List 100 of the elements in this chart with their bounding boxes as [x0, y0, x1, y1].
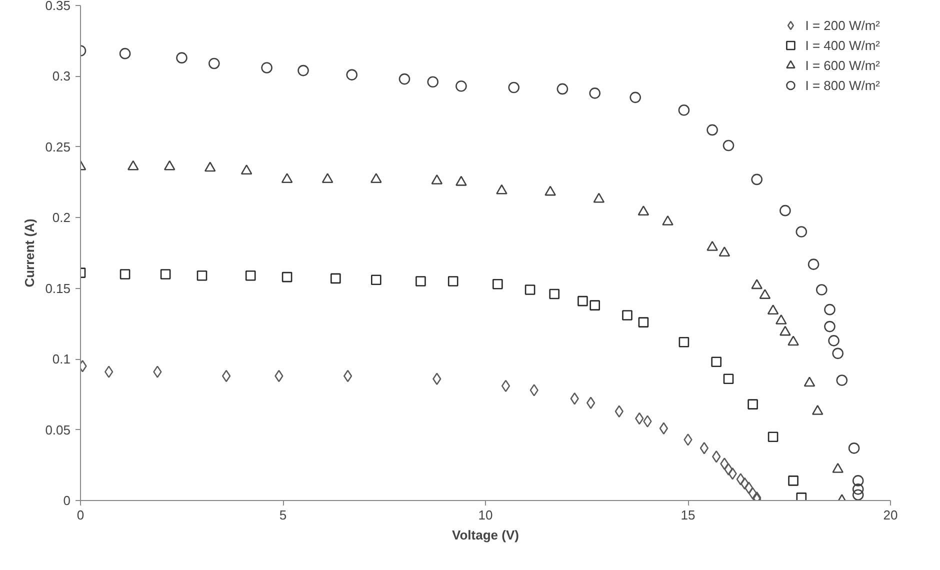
- point: [780, 204, 791, 216]
- y-tick-label: 0.15: [45, 280, 71, 296]
- point: [371, 274, 382, 286]
- point: [544, 186, 556, 196]
- point: [659, 422, 668, 435]
- point: [796, 226, 808, 238]
- point: [662, 215, 674, 226]
- point: [508, 82, 520, 94]
- point: [706, 124, 718, 136]
- point: [736, 473, 745, 486]
- x-tick-label: 10: [478, 508, 493, 522]
- legend-label: I = 400 W/m²: [805, 38, 880, 52]
- point: [751, 279, 762, 290]
- x-tick-label: 15: [680, 508, 696, 522]
- point: [589, 88, 600, 99]
- point: [812, 404, 824, 415]
- point: [330, 273, 341, 284]
- point: [431, 174, 443, 184]
- point: [549, 288, 560, 300]
- point: [712, 450, 721, 463]
- point: [751, 174, 762, 186]
- point: [832, 348, 844, 360]
- legend-label: I = 800 W/m²: [805, 78, 880, 92]
- point: [448, 276, 458, 286]
- point: [852, 489, 864, 500]
- x-tick-label: 20: [883, 508, 898, 522]
- point: [570, 392, 579, 405]
- y-tick-label: 0: [63, 493, 71, 508]
- point: [759, 289, 771, 299]
- point: [816, 284, 828, 296]
- y-tick-label: 0.1: [52, 352, 71, 367]
- point: [768, 432, 778, 442]
- point: [788, 476, 798, 486]
- y-axis-title: Current (A): [22, 218, 38, 288]
- point: [788, 336, 799, 346]
- point: [104, 366, 114, 378]
- point: [586, 396, 596, 410]
- point: [578, 296, 588, 306]
- point: [261, 62, 272, 74]
- point: [456, 80, 467, 92]
- point: [700, 442, 709, 454]
- y-tick-label: 0.2: [52, 210, 71, 226]
- point: [824, 320, 836, 332]
- x-tick-label: 5: [279, 508, 287, 522]
- point: [416, 276, 426, 286]
- point: [590, 300, 600, 310]
- legend-label: I = 200 W/m²: [805, 18, 880, 32]
- point: [767, 304, 779, 315]
- point: [298, 64, 309, 76]
- point: [630, 92, 641, 104]
- point: [780, 326, 791, 336]
- x-axis-title: Voltage (V): [452, 528, 519, 542]
- point: [722, 140, 734, 152]
- point: [176, 52, 188, 64]
- point: [638, 206, 650, 216]
- point: [164, 160, 176, 170]
- point: [240, 164, 252, 175]
- point: [711, 356, 722, 368]
- point: [832, 462, 844, 473]
- point: [153, 366, 162, 378]
- point: [427, 76, 438, 88]
- point: [678, 104, 690, 116]
- point: [848, 442, 860, 454]
- point: [281, 173, 293, 183]
- point: [398, 73, 410, 85]
- point: [120, 269, 130, 280]
- point: [346, 69, 358, 80]
- point: [222, 370, 231, 382]
- point: [501, 380, 510, 392]
- point: [740, 477, 750, 490]
- point: [204, 162, 216, 172]
- point: [828, 335, 840, 346]
- point: [196, 270, 208, 281]
- point: [593, 192, 605, 203]
- point: [119, 48, 131, 60]
- point: [852, 475, 864, 486]
- point: [370, 173, 382, 183]
- point: [643, 415, 652, 428]
- point: [456, 176, 467, 186]
- point: [824, 304, 836, 316]
- point: [836, 374, 848, 386]
- y-tick-label: 0.3: [52, 68, 71, 84]
- point: [684, 434, 692, 446]
- y-tick-label: 0.35: [45, 0, 71, 13]
- legend-label: I = 600 W/m²: [805, 58, 880, 72]
- point: [804, 376, 816, 387]
- x-tick-label: 0: [76, 508, 84, 522]
- point: [723, 374, 734, 384]
- point: [744, 482, 754, 494]
- point: [678, 336, 690, 348]
- point: [492, 278, 503, 290]
- point: [322, 173, 334, 183]
- point: [776, 314, 787, 324]
- point: [208, 58, 220, 70]
- point: [796, 492, 807, 500]
- point: [852, 484, 864, 495]
- point: [128, 160, 139, 170]
- point: [638, 317, 649, 328]
- point: [720, 458, 729, 470]
- point: [556, 83, 568, 95]
